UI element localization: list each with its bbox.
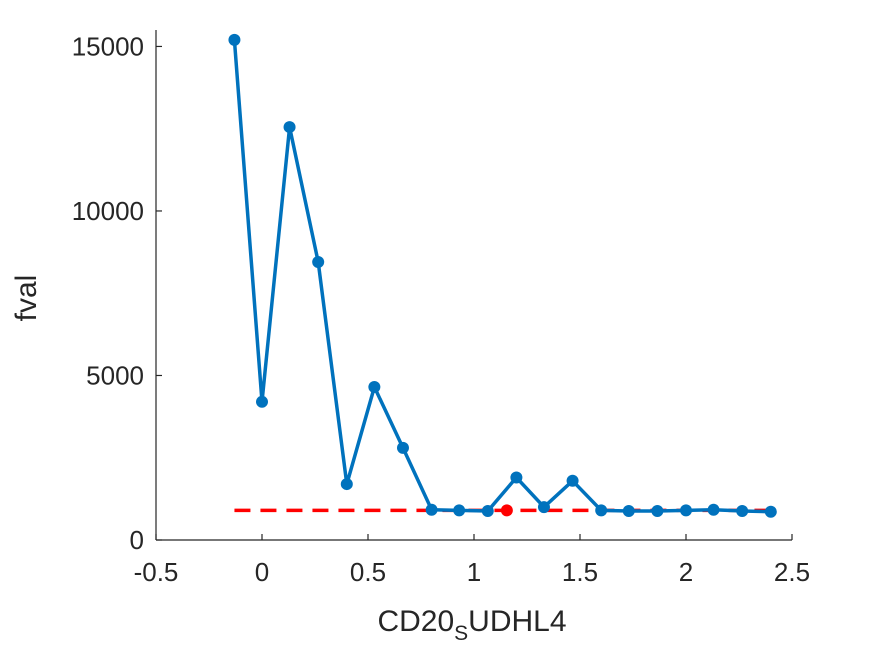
data-point bbox=[736, 505, 749, 518]
data-point bbox=[368, 381, 381, 393]
data-point bbox=[622, 505, 635, 518]
y-tick-label: 0 bbox=[130, 525, 144, 555]
y-axis-label: fval bbox=[10, 275, 43, 322]
x-tick-label: 0.5 bbox=[350, 557, 386, 587]
y-tick-label: 10000 bbox=[72, 196, 144, 226]
x-tick-label: 2.5 bbox=[774, 557, 810, 587]
highlight-point bbox=[500, 504, 513, 517]
x-tick-label: -0.5 bbox=[134, 557, 179, 587]
data-point bbox=[396, 441, 409, 454]
x-tick-label: 1.5 bbox=[562, 557, 598, 587]
data-point bbox=[312, 255, 325, 268]
data-point bbox=[707, 503, 720, 516]
x-axis-label-main: CD20 bbox=[377, 605, 454, 638]
data-point bbox=[453, 504, 466, 517]
x-tick-label: 0 bbox=[255, 557, 269, 587]
y-tick-label: 5000 bbox=[86, 360, 144, 390]
x-axis-label-rest: UDHL4 bbox=[468, 605, 566, 638]
data-point bbox=[566, 474, 579, 487]
x-tick-label: 1 bbox=[467, 557, 481, 587]
data-point bbox=[595, 504, 608, 517]
data-point bbox=[510, 471, 523, 484]
data-point bbox=[340, 478, 353, 491]
data-point bbox=[481, 505, 494, 518]
y-tick-label: 15000 bbox=[72, 31, 144, 61]
x-axis-label-subscript: S bbox=[454, 622, 468, 645]
data-point bbox=[537, 501, 550, 514]
data-point bbox=[256, 395, 268, 408]
series-line bbox=[232, 39, 771, 514]
data-point bbox=[283, 121, 296, 134]
plot-area bbox=[228, 33, 777, 518]
x-axis-label: CD20SUDHL4 bbox=[377, 605, 566, 645]
data-point bbox=[228, 33, 241, 46]
data-point bbox=[425, 503, 438, 516]
data-point bbox=[651, 505, 664, 518]
x-tick-label: 2 bbox=[679, 557, 693, 587]
data-point bbox=[764, 505, 777, 518]
data-point bbox=[680, 504, 692, 517]
